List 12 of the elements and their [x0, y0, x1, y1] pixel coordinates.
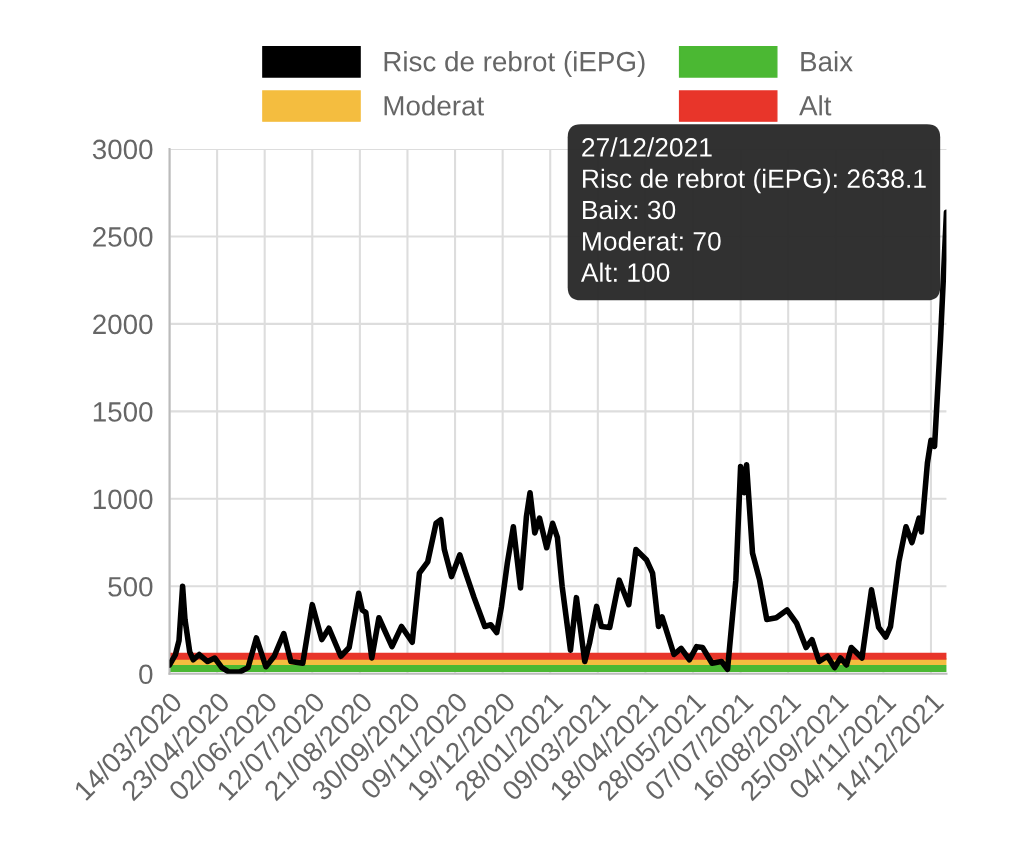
y-tick-label: 500: [108, 576, 153, 597]
annotation: 27/12/2021 Risc de rebrot (iEPG): 2638.1 Baix: 30 Moderat: 70 Alt: 100: [580, 137, 926, 282]
legend-label: Alt: [799, 95, 832, 116]
legend-label: Risc de rebrot (iEPG): [384, 51, 645, 77]
legend-label: Baix: [801, 51, 853, 72]
y-tick-label: 1500: [93, 402, 153, 422]
y-tick-label: 3000: [92, 139, 153, 160]
y-tick-label: 2000: [93, 314, 153, 335]
y-tick-label: 2500: [93, 227, 153, 247]
y-tick-label: 0: [139, 664, 153, 685]
legend-label: Moderat: [384, 95, 485, 116]
y-tick-label: 1000: [93, 489, 153, 510]
